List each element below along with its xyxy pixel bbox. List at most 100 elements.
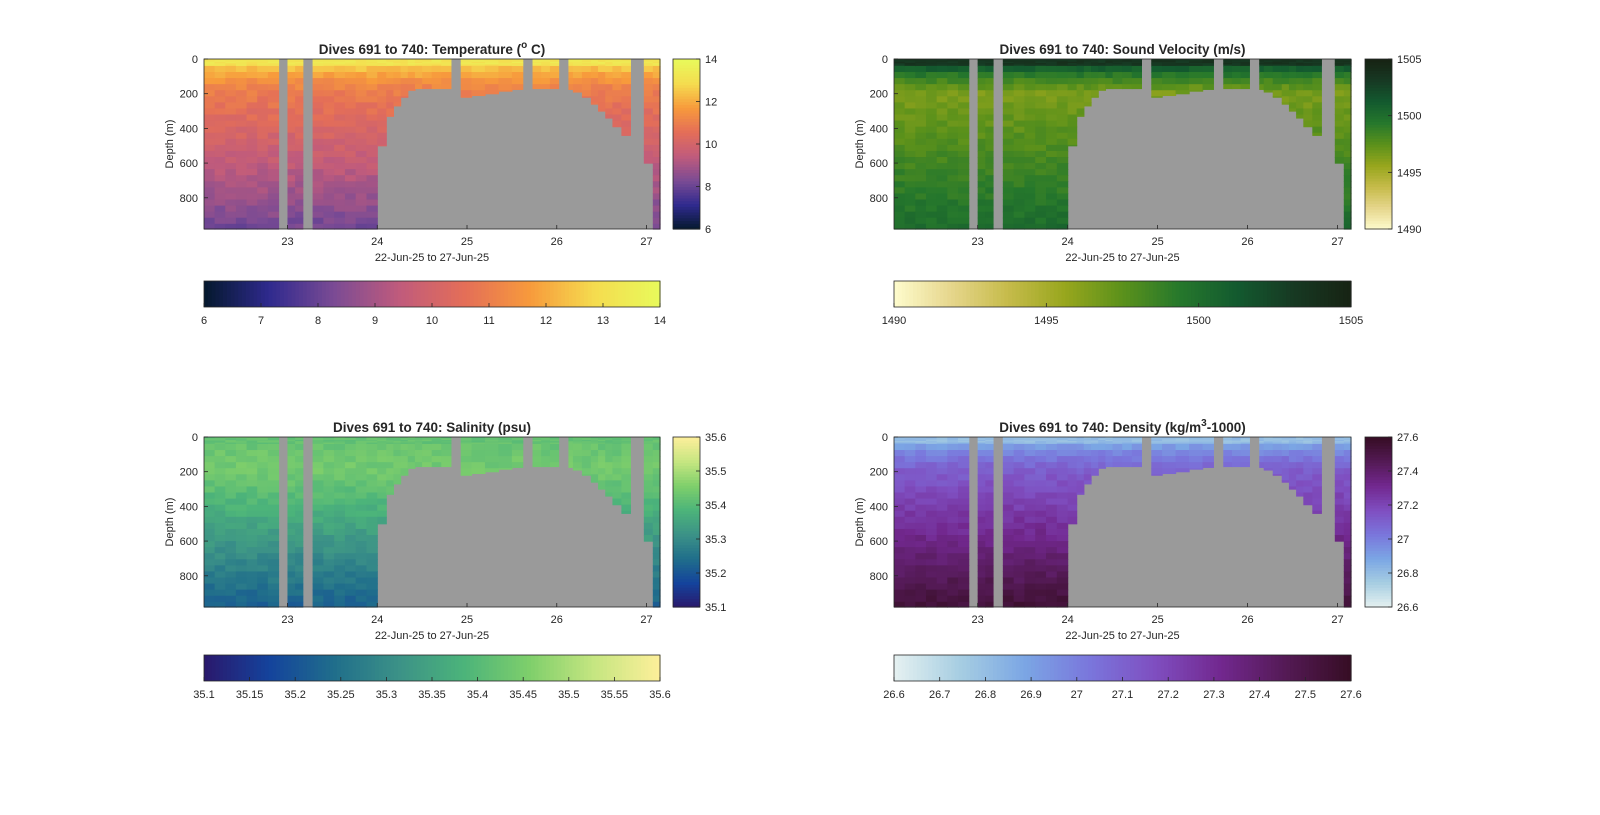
- heatmap-cell: [393, 78, 402, 85]
- heatmap-cell: [612, 60, 623, 63]
- heatmap-cell: [377, 61, 387, 64]
- heatmap-cell: [1013, 571, 1026, 579]
- heatmap-cell: [267, 553, 280, 560]
- heatmap-cell: [393, 462, 402, 469]
- colorbar-swatch: [1225, 655, 1230, 681]
- heatmap-cell: [1281, 72, 1290, 79]
- colorbar-swatch: [958, 655, 964, 681]
- colorbar-swatch: [1309, 281, 1314, 307]
- colorbar-swatch: [935, 655, 941, 681]
- heatmap-cell: [977, 199, 986, 207]
- colorbar-swatch: [1365, 107, 1392, 111]
- heatmap-cell: [1046, 108, 1058, 116]
- heatmap-cell: [312, 59, 324, 61]
- heatmap-cell: [1013, 199, 1026, 207]
- x-tick-label: 27: [640, 236, 652, 248]
- heatmap-cell: [257, 504, 269, 512]
- heatmap-cell: [621, 498, 631, 506]
- colorbar-swatch: [299, 655, 304, 681]
- colorbar-swatch: [1141, 281, 1146, 307]
- heatmap-cell: [355, 541, 368, 548]
- heatmap-cell: [915, 64, 927, 67]
- colorbar-swatch: [264, 655, 270, 681]
- colorbar-swatch: [673, 496, 700, 500]
- heatmap-cell: [936, 486, 948, 494]
- heatmap-cell: [1046, 559, 1058, 566]
- colorbar-swatch: [1255, 655, 1261, 681]
- heatmap-cell: [1303, 78, 1313, 85]
- heatmap-cell: [1035, 522, 1047, 530]
- heatmap-cell: [904, 547, 916, 554]
- heatmap-cell: [366, 205, 378, 213]
- colorbar-swatch: [496, 281, 501, 307]
- heatmap-cell: [355, 437, 368, 439]
- heatmap-cell: [1202, 61, 1214, 64]
- heatmap-cell: [621, 441, 631, 444]
- colorbar-swatch: [673, 539, 700, 543]
- heatmap-cell: [287, 498, 296, 506]
- colorbar-swatch: [1111, 655, 1116, 681]
- heatmap-cell: [985, 486, 994, 494]
- heatmap-cell: [386, 441, 394, 444]
- heatmap-cell: [1002, 59, 1015, 61]
- heatmap-cell: [323, 60, 335, 63]
- heatmap-cell: [355, 441, 368, 444]
- heatmap-cell: [1240, 84, 1250, 90]
- heatmap-cell: [1024, 217, 1036, 225]
- heatmap-cell: [532, 84, 542, 90]
- heatmap-cell: [267, 498, 280, 506]
- heatmap-cell: [1259, 438, 1265, 441]
- colorbar-swatch: [1152, 655, 1158, 681]
- heatmap-cell: [612, 441, 623, 444]
- heatmap-cell: [214, 595, 226, 603]
- heatmap-cell: [1231, 441, 1242, 444]
- colorbar-swatch: [424, 281, 429, 307]
- heatmap-cell: [295, 187, 304, 195]
- colorbar-swatch: [477, 655, 482, 681]
- heatmap-cell: [1288, 439, 1297, 442]
- heatmap-cell: [652, 63, 661, 66]
- heatmap-cell: [549, 450, 560, 457]
- heatmap-cell: [977, 577, 986, 585]
- colorbar-tick-label: 11: [483, 315, 494, 327]
- heatmap-cell: [225, 559, 237, 566]
- heatmap-cell: [1035, 60, 1047, 63]
- heatmap-cell: [1013, 583, 1026, 591]
- colorbar-swatch: [1236, 655, 1242, 681]
- colorbar-swatch: [321, 281, 327, 307]
- heatmap-cell: [246, 78, 258, 85]
- colorbar-swatch: [382, 281, 387, 307]
- heatmap-cell: [1002, 169, 1015, 176]
- colorbar-swatch: [673, 121, 700, 125]
- heatmap-cell: [1035, 61, 1047, 64]
- heatmap-cell: [460, 442, 473, 445]
- heatmap-cell: [1002, 510, 1015, 518]
- colorbar-swatch: [1365, 510, 1392, 515]
- x-tick-label: 23: [972, 614, 984, 626]
- heatmap-cell: [926, 468, 938, 475]
- heatmap-cell: [977, 547, 986, 554]
- heatmap-cell: [204, 438, 216, 441]
- heatmap-cell: [985, 565, 994, 573]
- heatmap-cell: [1098, 61, 1107, 64]
- heatmap-cell: [366, 535, 378, 542]
- heatmap-cell: [985, 175, 994, 182]
- heatmap-cell: [1035, 601, 1047, 608]
- colorbar-swatch: [356, 281, 361, 307]
- heatmap-cell: [334, 439, 346, 442]
- heatmap-cell: [1002, 438, 1015, 441]
- heatmap-cell: [366, 559, 378, 566]
- colorbar-swatch: [1092, 281, 1097, 307]
- heatmap-cell: [936, 132, 948, 140]
- heatmap-cell: [915, 492, 927, 500]
- heatmap-cell: [936, 571, 948, 579]
- heatmap-cell: [1067, 456, 1078, 463]
- colorbar-swatch: [1095, 655, 1101, 681]
- colorbar-swatch: [572, 655, 577, 681]
- heatmap-cell: [267, 84, 280, 91]
- heatmap-cell: [977, 535, 986, 542]
- heatmap-cell: [386, 443, 394, 451]
- heatmap-cell: [598, 72, 606, 79]
- heatmap-cell: [312, 486, 324, 494]
- chart-title: Dives 691 to 740: Density (kg/m3-1000): [999, 418, 1245, 435]
